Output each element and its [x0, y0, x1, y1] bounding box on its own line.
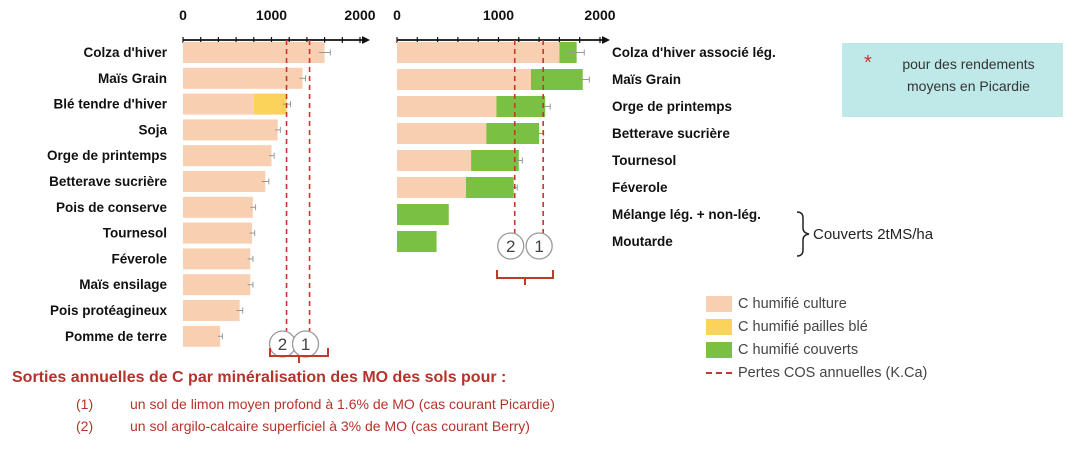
x-tick-label-2: 2000	[584, 7, 615, 23]
bar-2-1	[397, 42, 560, 63]
category-label-1: Orge de printemps	[47, 148, 167, 163]
category-label-1: Colza d'hiver	[84, 45, 168, 60]
legend-dash-pertes	[706, 371, 732, 374]
ref-label-2-1: 1	[534, 237, 543, 256]
bar-1-1	[183, 300, 240, 321]
category-label-1: Pois protéagineux	[50, 303, 168, 318]
bar-2-1	[397, 150, 472, 171]
ref-label-1-1: 1	[301, 335, 310, 354]
x-axis-arrow-1	[362, 36, 370, 44]
legend-swatch-culture	[706, 295, 732, 312]
bar-2-1	[397, 123, 487, 144]
covers-brace	[796, 211, 810, 257]
bar-2-1	[397, 177, 467, 198]
bar-1-1	[183, 145, 272, 167]
bar-1-2	[253, 93, 287, 115]
category-label-1: Pois de conserve	[56, 200, 168, 215]
category-label-1: Pomme de terre	[65, 329, 168, 344]
footnote-title: Sorties annuelles de C par minéralisatio…	[12, 369, 507, 386]
bar-2-2	[530, 69, 583, 90]
bar-2-2	[559, 42, 577, 63]
footnote: Sorties annuelles de C par minéralisatio…	[12, 369, 555, 437]
bar-1-1	[183, 325, 221, 347]
bar-2-2	[486, 123, 540, 144]
legend-label-culture: C humifié culture	[738, 295, 847, 312]
category-label-2: Colza d'hiver associé lég.	[612, 45, 776, 60]
category-label-1: Maïs ensilage	[79, 277, 167, 292]
category-label-2: Mélange lég. + non-lég.	[612, 207, 761, 222]
category-label-1: Blé tendre d'hiver	[54, 97, 168, 112]
bar-2-2	[397, 231, 437, 252]
category-label-2: Tournesol	[612, 153, 676, 168]
category-label-2: Féverole	[612, 180, 668, 195]
x-tick-label-1: 2000	[344, 7, 375, 23]
bar-1-1	[183, 42, 325, 63]
note-box: * pour des rendements moyens en Picardie	[842, 43, 1063, 117]
bar-2-1	[397, 96, 497, 117]
legend-item-pailles: C humifié pailles blé	[706, 315, 927, 338]
category-label-2: Moutarde	[612, 234, 673, 249]
legend-item-culture: C humifié culture	[706, 292, 927, 315]
bar-2-2	[466, 177, 514, 198]
category-label-1: Betterave sucrière	[49, 174, 167, 189]
bar-2-2	[471, 150, 519, 171]
x-tick-label-1: 1000	[256, 7, 287, 23]
category-label-2: Maïs Grain	[612, 72, 681, 87]
bracket-1	[269, 348, 329, 363]
bar-1-1	[183, 93, 254, 115]
legend-swatch-couverts	[706, 341, 732, 358]
ref-circle-2-1	[525, 232, 553, 260]
legend-label-pertes: Pertes COS annuelles (K.Ca)	[738, 364, 928, 381]
note-star: *	[864, 52, 872, 74]
legend-label-pailles: C humifié pailles blé	[738, 318, 868, 335]
legend: C humifié culture C humifié pailles blé …	[706, 292, 927, 384]
bar-1-1	[183, 67, 303, 89]
legend-label-couverts: C humifié couverts	[738, 341, 859, 358]
bar-1-1	[183, 119, 278, 141]
bracket-2	[496, 270, 554, 285]
ref-label-2-2: 2	[506, 237, 515, 256]
footnote-item-2: (2) un sol argilo-calcaire superficiel à…	[12, 415, 555, 437]
category-label-2: Betterave sucrière	[612, 126, 730, 141]
bar-1-1	[183, 171, 266, 192]
bar-1-1	[183, 274, 251, 296]
legend-item-pertes: Pertes COS annuelles (K.Ca)	[706, 361, 927, 384]
legend-item-couverts: C humifié couverts	[706, 338, 927, 361]
x-tick-label-1: 0	[179, 7, 187, 23]
ref-label-1-2: 2	[278, 335, 287, 354]
note-text: pour des rendements moyens en Picardie	[902, 56, 1035, 94]
x-axis-arrow-2	[602, 36, 610, 44]
bar-1-1	[183, 248, 251, 270]
category-label-1: Maïs Grain	[98, 71, 167, 86]
bar-1-1	[183, 222, 253, 244]
footnote-num-2: (2)	[76, 418, 94, 434]
footnote-text-2: un sol argilo-calcaire superficiel à 3% …	[130, 418, 530, 434]
x-tick-label-2: 1000	[483, 7, 514, 23]
category-label-2: Orge de printemps	[612, 99, 732, 114]
footnote-item-1: (1) un sol de limon moyen profond à 1.6%…	[12, 393, 555, 415]
x-tick-label-2: 0	[393, 7, 401, 23]
footnote-num-1: (1)	[76, 396, 94, 412]
category-label-1: Tournesol	[103, 226, 167, 241]
category-label-1: Soja	[138, 122, 167, 137]
bar-2-2	[496, 96, 546, 117]
bar-2-1	[397, 69, 531, 90]
footnote-text-1: un sol de limon moyen profond à 1.6% de …	[130, 396, 555, 412]
ref-circle-2-2	[497, 232, 525, 260]
legend-swatch-pailles	[706, 318, 732, 335]
bar-1-1	[183, 196, 253, 218]
category-label-1: Féverole	[111, 251, 167, 266]
bar-2-2	[397, 204, 449, 225]
covers-label: Couverts 2tMS/ha	[813, 226, 934, 243]
